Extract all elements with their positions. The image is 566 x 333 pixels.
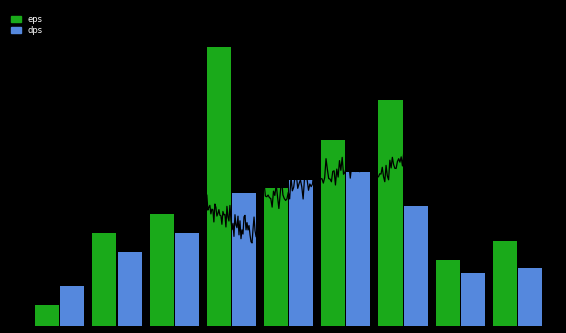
Bar: [207, 47, 231, 326]
Bar: [175, 233, 199, 326]
Bar: [379, 100, 402, 326]
Bar: [118, 252, 142, 326]
Bar: [232, 193, 256, 326]
Bar: [92, 233, 117, 326]
Bar: [35, 305, 59, 326]
Bar: [461, 273, 485, 326]
Bar: [518, 268, 542, 326]
Bar: [436, 260, 460, 326]
Bar: [493, 241, 517, 326]
Bar: [321, 140, 345, 326]
Bar: [289, 180, 313, 326]
Bar: [61, 286, 84, 326]
Bar: [404, 206, 428, 326]
Bar: [264, 188, 288, 326]
Legend: eps, dps: eps, dps: [10, 14, 43, 36]
Bar: [149, 214, 174, 326]
Bar: [346, 172, 371, 326]
